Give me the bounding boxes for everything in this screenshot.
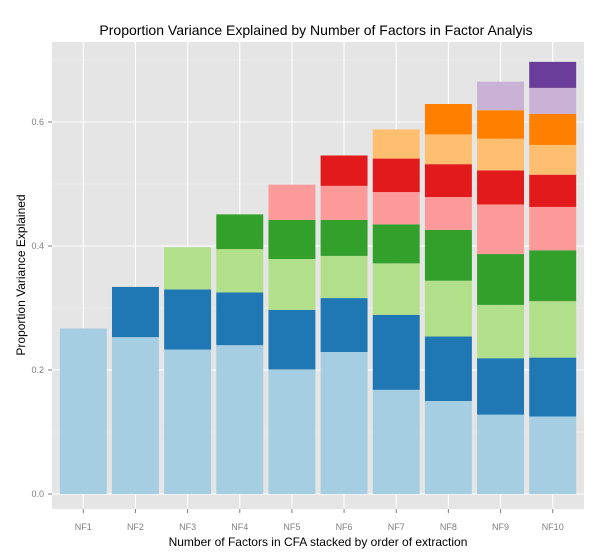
bar-segment-nf6-factor1 <box>320 352 368 494</box>
bar-segment-nf10-factor8 <box>529 113 577 145</box>
bar-segment-nf6-factor6 <box>320 155 368 186</box>
bar-segment-nf4-factor2 <box>216 292 264 346</box>
bar-segment-nf3-factor1 <box>164 349 212 494</box>
bar-segment-nf3-factor2 <box>164 289 212 350</box>
bar-segment-nf2-factor1 <box>111 337 159 494</box>
bar-segment-nf2-factor2 <box>111 286 159 338</box>
y-tick-label: 0.4 <box>31 241 44 251</box>
x-tick-label: NF8 <box>440 522 457 532</box>
bar-segment-nf10-factor4 <box>529 250 577 302</box>
bar-segment-nf5-factor2 <box>268 309 316 370</box>
x-tick-label: NF10 <box>542 522 564 532</box>
bar-segment-nf8-factor3 <box>424 280 472 337</box>
bar-segment-nf5-factor5 <box>268 184 316 220</box>
bar-segment-nf9-factor6 <box>477 170 525 205</box>
x-tick-label: NF7 <box>388 522 405 532</box>
bar-segment-nf9-factor5 <box>477 204 525 255</box>
bar-segment-nf5-factor4 <box>268 219 316 260</box>
bar-segment-nf6-factor2 <box>320 298 368 353</box>
x-tick-label: NF3 <box>179 522 196 532</box>
bar-segment-nf7-factor5 <box>372 192 420 225</box>
bar-segment-nf9-factor1 <box>477 414 525 494</box>
x-axis-title: Number of Factors in CFA stacked by orde… <box>169 535 468 549</box>
y-tick-label: 0.2 <box>31 365 44 375</box>
x-tick-label: NF6 <box>336 522 353 532</box>
bar-segment-nf9-factor8 <box>477 110 525 139</box>
x-tick-label: NF9 <box>492 522 509 532</box>
x-tick-label: NF4 <box>231 522 248 532</box>
bar-segment-nf5-factor3 <box>268 259 316 310</box>
bar-segment-nf8-factor4 <box>424 229 472 281</box>
bar-segment-nf7-factor1 <box>372 389 420 494</box>
x-tick-label: NF5 <box>283 522 300 532</box>
y-axis-ticks: 0.0 0.2 0.4 0.6 <box>31 117 52 499</box>
bars <box>59 61 577 494</box>
bar-segment-nf8-factor1 <box>424 401 472 494</box>
bar-segment-nf10-factor3 <box>529 301 577 358</box>
bar-segment-nf6-factor3 <box>320 255 368 299</box>
bar-segment-nf7-factor4 <box>372 224 420 264</box>
x-axis-ticks: NF1 NF2 NF3 NF4 NF5 NF6 NF7 NF8 NF9 NF10 <box>75 509 564 532</box>
y-tick-label: 0.0 <box>31 489 44 499</box>
bar-segment-nf8-factor8 <box>424 104 472 135</box>
y-tick-label: 0.6 <box>31 117 44 127</box>
y-axis-title: Proportion Variance Explained <box>14 194 28 355</box>
bar-segment-nf8-factor2 <box>424 336 472 401</box>
bar-segment-nf10-factor10 <box>529 61 577 88</box>
chart-title: Proportion Variance Explained by Number … <box>99 22 532 38</box>
bar-segment-nf3-factor3 <box>164 247 212 290</box>
bar-segment-nf4-factor3 <box>216 249 264 293</box>
x-tick-label: NF1 <box>75 522 92 532</box>
bar-segment-nf9-factor9 <box>477 81 525 111</box>
bar-segment-nf10-factor9 <box>529 87 577 114</box>
bar-segment-nf6-factor5 <box>320 185 368 220</box>
bar-segment-nf10-factor2 <box>529 357 577 417</box>
bar-segment-nf10-factor1 <box>529 416 577 494</box>
bar-segment-nf7-factor6 <box>372 158 420 193</box>
bar-segment-nf6-factor4 <box>320 219 368 256</box>
bar-segment-nf4-factor1 <box>216 345 264 494</box>
bar-segment-nf5-factor1 <box>268 369 316 494</box>
bar-segment-nf8-factor7 <box>424 134 472 165</box>
x-tick-label: NF2 <box>127 522 144 532</box>
bar-segment-nf10-factor5 <box>529 206 577 251</box>
bar-segment-nf9-factor3 <box>477 304 525 359</box>
bar-segment-nf10-factor7 <box>529 144 577 175</box>
bar-segment-nf8-factor6 <box>424 164 472 198</box>
bar-segment-nf9-factor4 <box>477 254 525 305</box>
bar-segment-nf7-factor7 <box>372 129 420 159</box>
bar-segment-nf4-factor4 <box>216 214 264 250</box>
bar-segment-nf7-factor3 <box>372 263 420 315</box>
bar-segment-nf7-factor2 <box>372 314 420 390</box>
bar-segment-nf8-factor5 <box>424 197 472 230</box>
bar-segment-nf1-factor1 <box>59 328 107 494</box>
bar-segment-nf10-factor6 <box>529 174 577 207</box>
bar-segment-nf9-factor7 <box>477 138 525 171</box>
bar-segment-nf9-factor2 <box>477 358 525 415</box>
